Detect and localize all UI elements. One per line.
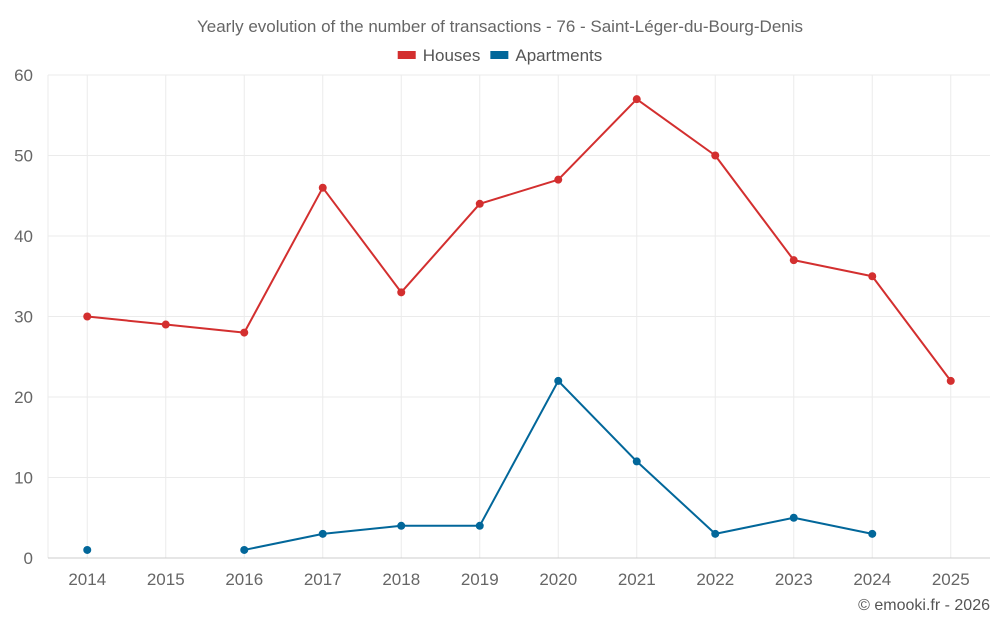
y-tick-label: 40 [14, 227, 33, 246]
y-tick-label: 0 [24, 549, 33, 568]
y-tick-label: 10 [14, 469, 33, 488]
axes: 0 10 20 30 40 50 60 2014 2015 2016 2017 2018 2019 202… [14, 66, 990, 589]
y-tick-label: 30 [14, 308, 33, 327]
y-tick-label: 60 [14, 66, 33, 85]
x-tick-label: 2023 [775, 570, 813, 589]
legend-label: Apartments [515, 46, 602, 65]
x-tick-label: 2018 [382, 570, 420, 589]
legend-swatch [490, 51, 509, 59]
data-point[interactable] [711, 151, 720, 160]
legend-item-houses[interactable]: Houses [397, 46, 481, 65]
chart-title: Yearly evolution of the number of transa… [197, 17, 803, 36]
data-point[interactable] [161, 320, 170, 329]
data-point[interactable] [868, 272, 877, 281]
data-point[interactable] [475, 199, 484, 208]
data-point[interactable] [946, 376, 955, 385]
data-point[interactable] [83, 545, 92, 554]
x-tick-label: 2020 [539, 570, 577, 589]
series-apartments [83, 376, 877, 554]
data-point[interactable] [789, 256, 798, 265]
data-point[interactable] [632, 95, 641, 104]
x-tick-label: 2019 [461, 570, 499, 589]
data-point[interactable] [240, 545, 249, 554]
data-point[interactable] [240, 328, 249, 337]
data-point[interactable] [397, 288, 406, 297]
legend-label: Houses [423, 46, 481, 65]
x-tick-label: 2021 [618, 570, 656, 589]
x-tick-label: 2015 [147, 570, 185, 589]
data-point[interactable] [397, 521, 406, 530]
credit-text: © emooki.fr - 2026 [858, 597, 990, 614]
data-point[interactable] [554, 376, 563, 385]
grid-lines [48, 74, 990, 558]
y-tick-label: 50 [14, 147, 33, 166]
series-layer [83, 95, 955, 554]
data-point[interactable] [554, 175, 563, 184]
x-tick-label: 2024 [853, 570, 891, 589]
data-point[interactable] [83, 312, 92, 321]
series-houses [83, 95, 955, 385]
x-tick-label: 2025 [932, 570, 970, 589]
data-point[interactable] [789, 513, 798, 522]
x-tick-label: 2014 [68, 570, 106, 589]
data-point[interactable] [632, 457, 641, 466]
legend-swatch [397, 51, 416, 59]
x-tick-label: 2022 [696, 570, 734, 589]
data-point[interactable] [868, 529, 877, 538]
series-line [87, 98, 952, 382]
legend: Houses Apartments [397, 46, 602, 65]
data-point[interactable] [475, 521, 484, 530]
data-point[interactable] [318, 529, 327, 538]
x-tick-label: 2016 [225, 570, 263, 589]
legend-item-apartments[interactable]: Apartments [490, 46, 602, 65]
y-tick-label: 20 [14, 388, 33, 407]
data-point[interactable] [711, 529, 720, 538]
data-point[interactable] [318, 183, 327, 192]
x-tick-label: 2017 [304, 570, 342, 589]
